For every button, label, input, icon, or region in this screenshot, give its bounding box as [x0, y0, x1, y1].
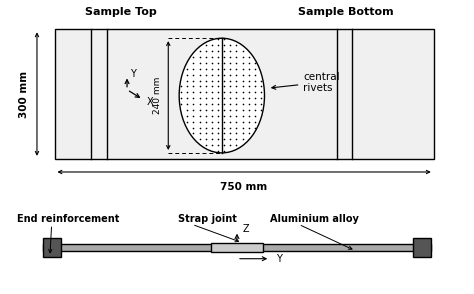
- Text: 300 mm: 300 mm: [18, 71, 29, 118]
- Text: Y: Y: [276, 254, 282, 264]
- Text: 750 mm: 750 mm: [220, 182, 268, 192]
- Text: Sample Top: Sample Top: [85, 7, 157, 17]
- Text: Y: Y: [130, 69, 136, 79]
- Bar: [211, 243, 263, 252]
- Text: Aluminium alloy: Aluminium alloy: [270, 214, 359, 224]
- Bar: [55, 29, 434, 159]
- Text: End reinforcement: End reinforcement: [17, 214, 119, 224]
- Text: 240 mm: 240 mm: [154, 77, 162, 114]
- Text: X: X: [147, 97, 154, 107]
- Ellipse shape: [179, 38, 264, 153]
- Bar: [43, 244, 431, 251]
- Text: Sample Bottom: Sample Bottom: [298, 7, 394, 17]
- Text: Strap joint: Strap joint: [178, 214, 237, 224]
- Bar: [413, 238, 431, 257]
- Text: central
rivets: central rivets: [272, 71, 340, 93]
- Text: Z: Z: [243, 224, 249, 234]
- Bar: [43, 238, 61, 257]
